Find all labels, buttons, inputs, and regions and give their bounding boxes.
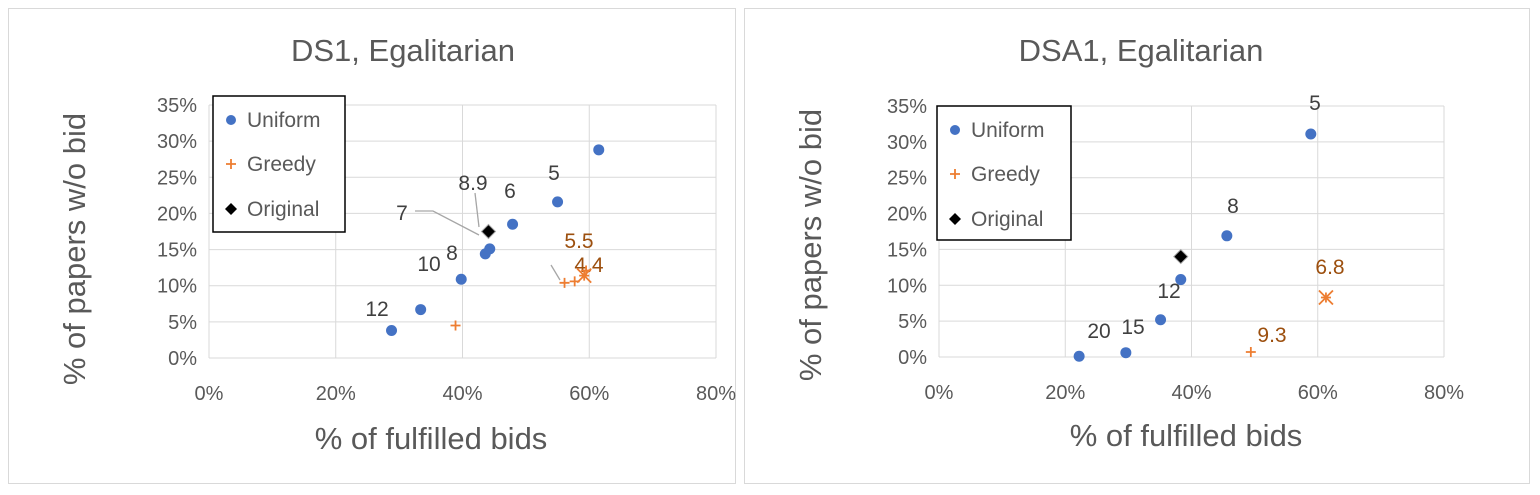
y-tick-label: 15% xyxy=(887,239,927,261)
annotation-label: 5.5 xyxy=(564,230,593,253)
data-point-uniform xyxy=(1155,314,1167,326)
data-point-greedy-cross xyxy=(576,267,592,284)
y-tick-label: 20% xyxy=(887,204,927,226)
y-tick-label: 0% xyxy=(898,347,927,369)
x-tick-label: 80% xyxy=(1424,382,1464,404)
y-axis-label: % of papers w/o bid xyxy=(57,113,92,385)
chart-panel-ds1: DS1, Egalitarian % of fulfilled bids % o… xyxy=(8,8,736,484)
leader-line xyxy=(550,264,561,281)
x-tick-label: 40% xyxy=(1171,382,1211,404)
annotation-label: 5 xyxy=(548,162,560,185)
y-tick-label: 5% xyxy=(898,311,927,333)
x-tick-label: 40% xyxy=(442,383,482,405)
y-tick-label: 10% xyxy=(157,276,197,298)
data-point-uniform xyxy=(552,196,564,208)
x-tick-label: 60% xyxy=(569,383,609,405)
y-tick-label: 30% xyxy=(157,131,197,153)
annotation-label: 9.3 xyxy=(1257,324,1286,347)
legend-marker-original xyxy=(949,213,961,225)
data-point-uniform xyxy=(593,144,605,156)
chart-title: DS1, Egalitarian xyxy=(291,33,515,68)
legend-label-greedy: Greedy xyxy=(971,163,1040,186)
legend-marker-uniform xyxy=(226,115,236,125)
x-axis-label: % of fulfilled bids xyxy=(1070,418,1303,453)
legend-marker-greedy xyxy=(226,159,236,169)
annotation-label: 8.9 xyxy=(458,172,487,195)
y-tick-label: 0% xyxy=(168,348,197,370)
data-point-uniform xyxy=(455,273,467,285)
leader-line xyxy=(474,192,480,228)
annotation-label: 6.8 xyxy=(1315,256,1344,279)
legend-label-original: Original xyxy=(247,198,319,221)
annotation-label: 20 xyxy=(1087,320,1110,343)
y-tick-label: 25% xyxy=(887,168,927,190)
leader-line xyxy=(415,210,480,236)
data-point-uniform xyxy=(484,243,496,255)
data-point-greedy xyxy=(1245,346,1256,357)
data-point-uniform xyxy=(507,218,519,230)
annotation-label: 8 xyxy=(1227,195,1239,218)
data-point-greedy-cross xyxy=(1318,289,1334,306)
data-point-uniform xyxy=(1073,350,1085,362)
x-tick-label: 20% xyxy=(1045,382,1085,404)
legend-label-uniform: Uniform xyxy=(971,119,1045,142)
y-tick-label: 30% xyxy=(887,132,927,154)
data-point-uniform xyxy=(1120,347,1132,359)
legend-marker-original xyxy=(225,203,237,215)
legend-marker-greedy xyxy=(950,169,960,179)
legend-marker-uniform xyxy=(950,125,960,135)
legend-label-original: Original xyxy=(971,208,1043,231)
annotation-label: 6 xyxy=(504,180,516,203)
annotation-label: 8 xyxy=(446,242,458,265)
data-point-greedy xyxy=(450,320,461,331)
data-point-uniform xyxy=(415,304,427,316)
chart-panel-dsa1: DSA1, Egalitarian % of fulfilled bids % … xyxy=(744,8,1530,484)
legend: Uniform Greedy Original xyxy=(212,95,346,233)
annotation-label: 7 xyxy=(396,202,408,225)
x-tick-label: 0% xyxy=(925,382,954,404)
annotation-label: 12 xyxy=(365,298,388,321)
data-point-greedy xyxy=(559,277,570,288)
legend-label-uniform: Uniform xyxy=(247,109,321,132)
y-tick-label: 5% xyxy=(168,312,197,334)
legend-label-greedy: Greedy xyxy=(247,153,316,176)
annotation-label: 5 xyxy=(1309,92,1321,115)
annotation-label: 10 xyxy=(417,253,440,276)
x-axis-label: % of fulfilled bids xyxy=(315,421,548,456)
annotation-label: 15 xyxy=(1121,316,1144,339)
x-tick-label: 20% xyxy=(316,383,356,405)
y-tick-label: 35% xyxy=(157,95,197,117)
data-point-uniform xyxy=(1221,230,1233,242)
annotation-label: 4.4 xyxy=(574,254,604,277)
annotation-label: 12 xyxy=(1157,280,1180,303)
data-point-uniform xyxy=(1305,128,1317,140)
data-point-original xyxy=(480,223,497,240)
y-tick-label: 25% xyxy=(157,167,197,189)
x-tick-label: 60% xyxy=(1298,382,1338,404)
data-point-uniform xyxy=(386,325,398,337)
data-point-original xyxy=(1173,248,1189,265)
y-tick-label: 10% xyxy=(887,275,927,297)
chart-title: DSA1, Egalitarian xyxy=(1019,33,1264,68)
scatter-chart-ds1: DS1, Egalitarian % of fulfilled bids % o… xyxy=(57,33,736,456)
scatter-chart-dsa1: DSA1, Egalitarian % of fulfilled bids % … xyxy=(793,33,1464,453)
x-tick-label: 0% xyxy=(195,383,224,405)
y-axis-label: % of papers w/o bid xyxy=(793,109,828,381)
legend: Uniform Greedy Original xyxy=(936,105,1072,241)
x-tick-label: 80% xyxy=(696,383,736,405)
data-point-uniform xyxy=(1175,274,1187,286)
y-tick-label: 15% xyxy=(157,240,197,262)
y-tick-label: 20% xyxy=(157,203,197,225)
y-tick-label: 35% xyxy=(887,96,927,118)
